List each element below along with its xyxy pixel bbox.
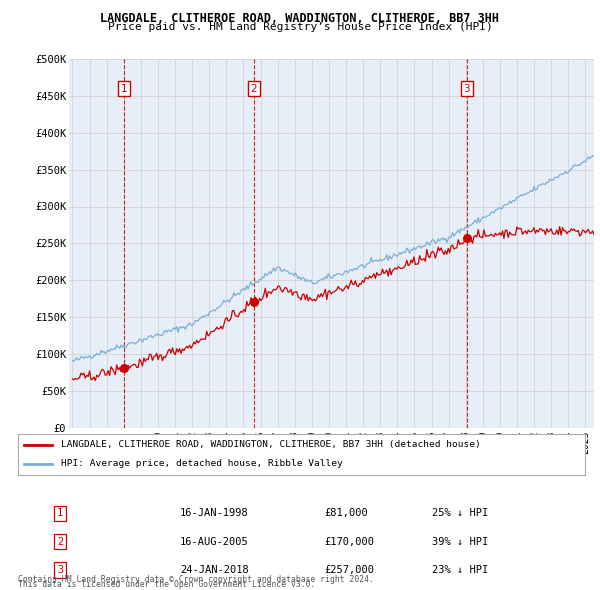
Text: LANGDALE, CLITHEROE ROAD, WADDINGTON, CLITHEROE, BB7 3HH (detached house): LANGDALE, CLITHEROE ROAD, WADDINGTON, CL… [61,440,480,450]
Text: 25% ↓ HPI: 25% ↓ HPI [432,509,488,518]
Text: LANGDALE, CLITHEROE ROAD, WADDINGTON, CLITHEROE, BB7 3HH: LANGDALE, CLITHEROE ROAD, WADDINGTON, CL… [101,12,499,25]
Text: This data is licensed under the Open Government Licence v3.0.: This data is licensed under the Open Gov… [18,581,316,589]
Text: £81,000: £81,000 [324,509,368,518]
Text: 16-JAN-1998: 16-JAN-1998 [180,509,249,518]
Text: Price paid vs. HM Land Registry’s House Price Index (HPI): Price paid vs. HM Land Registry’s House … [107,22,493,32]
Text: 2: 2 [57,537,63,546]
Text: 3: 3 [57,565,63,575]
Text: HPI: Average price, detached house, Ribble Valley: HPI: Average price, detached house, Ribb… [61,459,342,468]
Text: 23% ↓ HPI: 23% ↓ HPI [432,565,488,575]
Text: Contains HM Land Registry data © Crown copyright and database right 2024.: Contains HM Land Registry data © Crown c… [18,575,374,584]
Text: 39% ↓ HPI: 39% ↓ HPI [432,537,488,546]
Text: 24-JAN-2018: 24-JAN-2018 [180,565,249,575]
Text: 16-AUG-2005: 16-AUG-2005 [180,537,249,546]
Text: 3: 3 [463,84,470,93]
Text: 1: 1 [57,509,63,518]
Text: 2: 2 [251,84,257,93]
Text: £170,000: £170,000 [324,537,374,546]
Text: £257,000: £257,000 [324,565,374,575]
Text: 1: 1 [121,84,128,93]
